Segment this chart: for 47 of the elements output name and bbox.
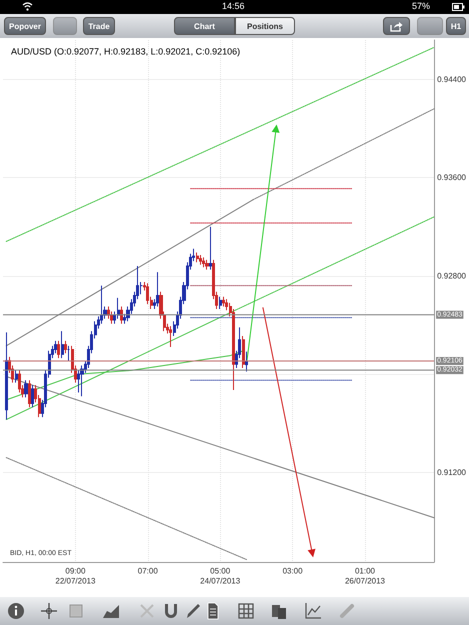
candlestick: [120, 306, 123, 324]
candlestick: [5, 332, 8, 420]
x-tick-label: 05:00 24/07/2013: [200, 566, 241, 586]
candlestick: [117, 297, 120, 320]
y-tick-label: 0.91200: [437, 468, 467, 477]
candlestick: [110, 310, 113, 324]
text: Positions: [235, 17, 295, 35]
candlestick: [156, 272, 159, 308]
candlestick: [100, 285, 103, 324]
candlestick: [169, 326, 172, 348]
candlestick: [15, 370, 18, 384]
candlestick: [54, 340, 57, 354]
x-tick-label: 03:00: [282, 566, 304, 576]
candlestick: [245, 351, 248, 372]
candlestick: [219, 296, 222, 310]
text: 14:56: [222, 1, 245, 11]
candlestick: [57, 340, 60, 359]
candlestick: [202, 256, 205, 268]
candlestick: [28, 380, 31, 408]
candlestick: [61, 330, 64, 359]
text: 57%: [412, 1, 430, 11]
candlestick: [222, 296, 225, 308]
candlestick: [209, 226, 212, 270]
x-tick-label: 01:00 26/07/2013: [344, 566, 386, 586]
y-tick-label: 0.93600: [437, 173, 467, 182]
candlestick: [77, 370, 80, 394]
text: H1: [446, 17, 466, 35]
candlestick: [31, 384, 34, 408]
y-tick-label: 0.94400: [437, 74, 467, 84]
candlestick: [67, 345, 70, 362]
x-tick-label: 07:00: [138, 566, 158, 576]
candlestick: [199, 254, 202, 266]
candlestick: [107, 306, 110, 320]
text: Trade: [83, 17, 115, 35]
candlestick: [242, 336, 245, 368]
candlestick: [146, 282, 149, 305]
text: AUD/USD (O:0.92077, H:0.92183, L:0.92021, C:0.92106): [11, 46, 240, 56]
candlestick: [64, 340, 67, 354]
candlestick: [24, 380, 28, 398]
candlestick: [205, 259, 209, 270]
x-tick-label: 09:00 22/07/2013: [55, 566, 96, 586]
candlestick: [196, 252, 199, 263]
candlestick: [18, 370, 21, 394]
candlestick: [80, 364, 84, 397]
text: Chart: [174, 17, 235, 35]
y-tick-label: 0.92800: [437, 271, 467, 280]
text: Popover: [4, 17, 46, 35]
